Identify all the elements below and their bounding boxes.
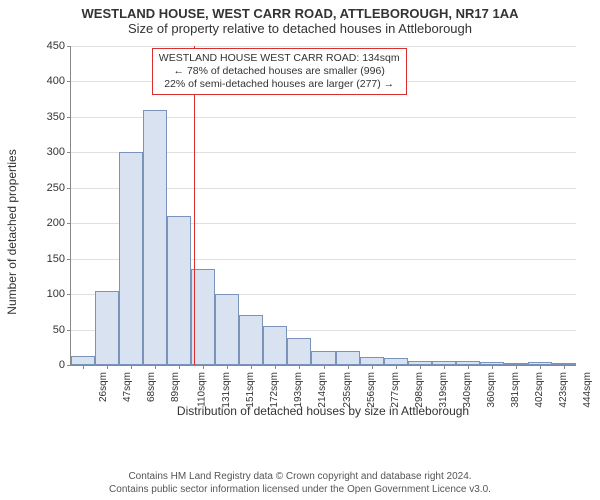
histogram-bar bbox=[336, 351, 360, 365]
histogram-bar bbox=[215, 294, 239, 365]
annotation-box: WESTLAND HOUSE WEST CARR ROAD: 134sqm← 7… bbox=[152, 48, 407, 95]
ytick-label: 400 bbox=[47, 75, 65, 87]
footer-attribution: Contains HM Land Registry data © Crown c… bbox=[0, 471, 600, 496]
xtick-label: 360sqm bbox=[486, 372, 497, 408]
xtick-label: 319sqm bbox=[437, 372, 448, 408]
ytick-label: 250 bbox=[47, 182, 65, 194]
ytick-mark bbox=[67, 365, 71, 366]
xtick-label: 131sqm bbox=[221, 372, 232, 408]
xtick-label: 68sqm bbox=[146, 372, 157, 402]
page-title-line1: WESTLAND HOUSE, WEST CARR ROAD, ATTLEBOR… bbox=[0, 0, 600, 21]
x-axis-label: Distribution of detached houses by size … bbox=[70, 404, 576, 418]
gridline bbox=[71, 46, 576, 47]
xtick-mark bbox=[420, 365, 421, 369]
histogram-bar bbox=[239, 315, 263, 365]
xtick-mark bbox=[564, 365, 565, 369]
footer-line1: Contains HM Land Registry data © Crown c… bbox=[0, 471, 600, 484]
xtick-label: 298sqm bbox=[413, 372, 424, 408]
xtick-label: 277sqm bbox=[389, 372, 400, 408]
xtick-mark bbox=[203, 365, 204, 369]
histogram-bar bbox=[360, 357, 384, 366]
xtick-mark bbox=[299, 365, 300, 369]
xtick-label: 47sqm bbox=[122, 372, 133, 402]
ytick-mark bbox=[67, 46, 71, 47]
xtick-label: 256sqm bbox=[365, 372, 376, 408]
ytick-label: 50 bbox=[53, 324, 65, 336]
ytick-mark bbox=[67, 117, 71, 118]
xtick-label: 193sqm bbox=[293, 372, 304, 408]
chart-container: Number of detached properties 0501001502… bbox=[24, 42, 584, 422]
footer-line2: Contains public sector information licen… bbox=[0, 484, 600, 497]
ytick-mark bbox=[67, 259, 71, 260]
xtick-mark bbox=[107, 365, 108, 369]
xtick-label: 340sqm bbox=[462, 372, 473, 408]
histogram-bar bbox=[119, 152, 143, 365]
ytick-label: 100 bbox=[47, 288, 65, 300]
xtick-label: 235sqm bbox=[341, 372, 352, 408]
histogram-bar bbox=[191, 269, 215, 365]
xtick-label: 423sqm bbox=[558, 372, 569, 408]
xtick-mark bbox=[540, 365, 541, 369]
xtick-label: 172sqm bbox=[269, 372, 280, 408]
xtick-mark bbox=[179, 365, 180, 369]
histogram-bar bbox=[143, 110, 167, 365]
plot-area: 05010015020025030035040045026sqm47sqm68s… bbox=[70, 46, 576, 366]
xtick-label: 151sqm bbox=[245, 372, 256, 408]
xtick-mark bbox=[83, 365, 84, 369]
ytick-mark bbox=[67, 152, 71, 153]
ytick-mark bbox=[67, 294, 71, 295]
annotation-line: WESTLAND HOUSE WEST CARR ROAD: 134sqm bbox=[159, 52, 400, 65]
histogram-bar bbox=[287, 338, 311, 365]
ytick-label: 300 bbox=[47, 146, 65, 158]
histogram-bar bbox=[95, 291, 119, 365]
xtick-mark bbox=[492, 365, 493, 369]
ytick-label: 0 bbox=[59, 359, 65, 371]
xtick-label: 381sqm bbox=[510, 372, 521, 408]
histogram-bar bbox=[311, 351, 335, 365]
histogram-bar bbox=[263, 326, 287, 365]
xtick-mark bbox=[444, 365, 445, 369]
y-axis-label: Number of detached properties bbox=[5, 149, 19, 314]
ytick-label: 450 bbox=[47, 40, 65, 52]
xtick-mark bbox=[131, 365, 132, 369]
xtick-mark bbox=[396, 365, 397, 369]
xtick-mark bbox=[275, 365, 276, 369]
xtick-label: 89sqm bbox=[170, 372, 181, 402]
histogram-bar bbox=[167, 216, 191, 365]
xtick-label: 402sqm bbox=[534, 372, 545, 408]
histogram-bar bbox=[71, 356, 95, 365]
ytick-mark bbox=[67, 330, 71, 331]
ytick-mark bbox=[67, 81, 71, 82]
ytick-label: 350 bbox=[47, 111, 65, 123]
histogram-bar bbox=[384, 358, 408, 365]
xtick-mark bbox=[348, 365, 349, 369]
xtick-label: 444sqm bbox=[582, 372, 593, 408]
xtick-mark bbox=[251, 365, 252, 369]
page-title-line2: Size of property relative to detached ho… bbox=[0, 21, 600, 40]
xtick-label: 110sqm bbox=[197, 372, 208, 407]
xtick-mark bbox=[155, 365, 156, 369]
xtick-mark bbox=[516, 365, 517, 369]
ytick-mark bbox=[67, 188, 71, 189]
ytick-mark bbox=[67, 223, 71, 224]
ytick-label: 150 bbox=[47, 253, 65, 265]
annotation-line: 22% of semi-detached houses are larger (… bbox=[159, 78, 400, 91]
xtick-mark bbox=[227, 365, 228, 369]
xtick-mark bbox=[324, 365, 325, 369]
xtick-mark bbox=[468, 365, 469, 369]
xtick-label: 214sqm bbox=[317, 372, 328, 408]
ytick-label: 200 bbox=[47, 217, 65, 229]
annotation-line: ← 78% of detached houses are smaller (99… bbox=[159, 65, 400, 78]
xtick-mark bbox=[372, 365, 373, 369]
xtick-label: 26sqm bbox=[98, 372, 109, 402]
